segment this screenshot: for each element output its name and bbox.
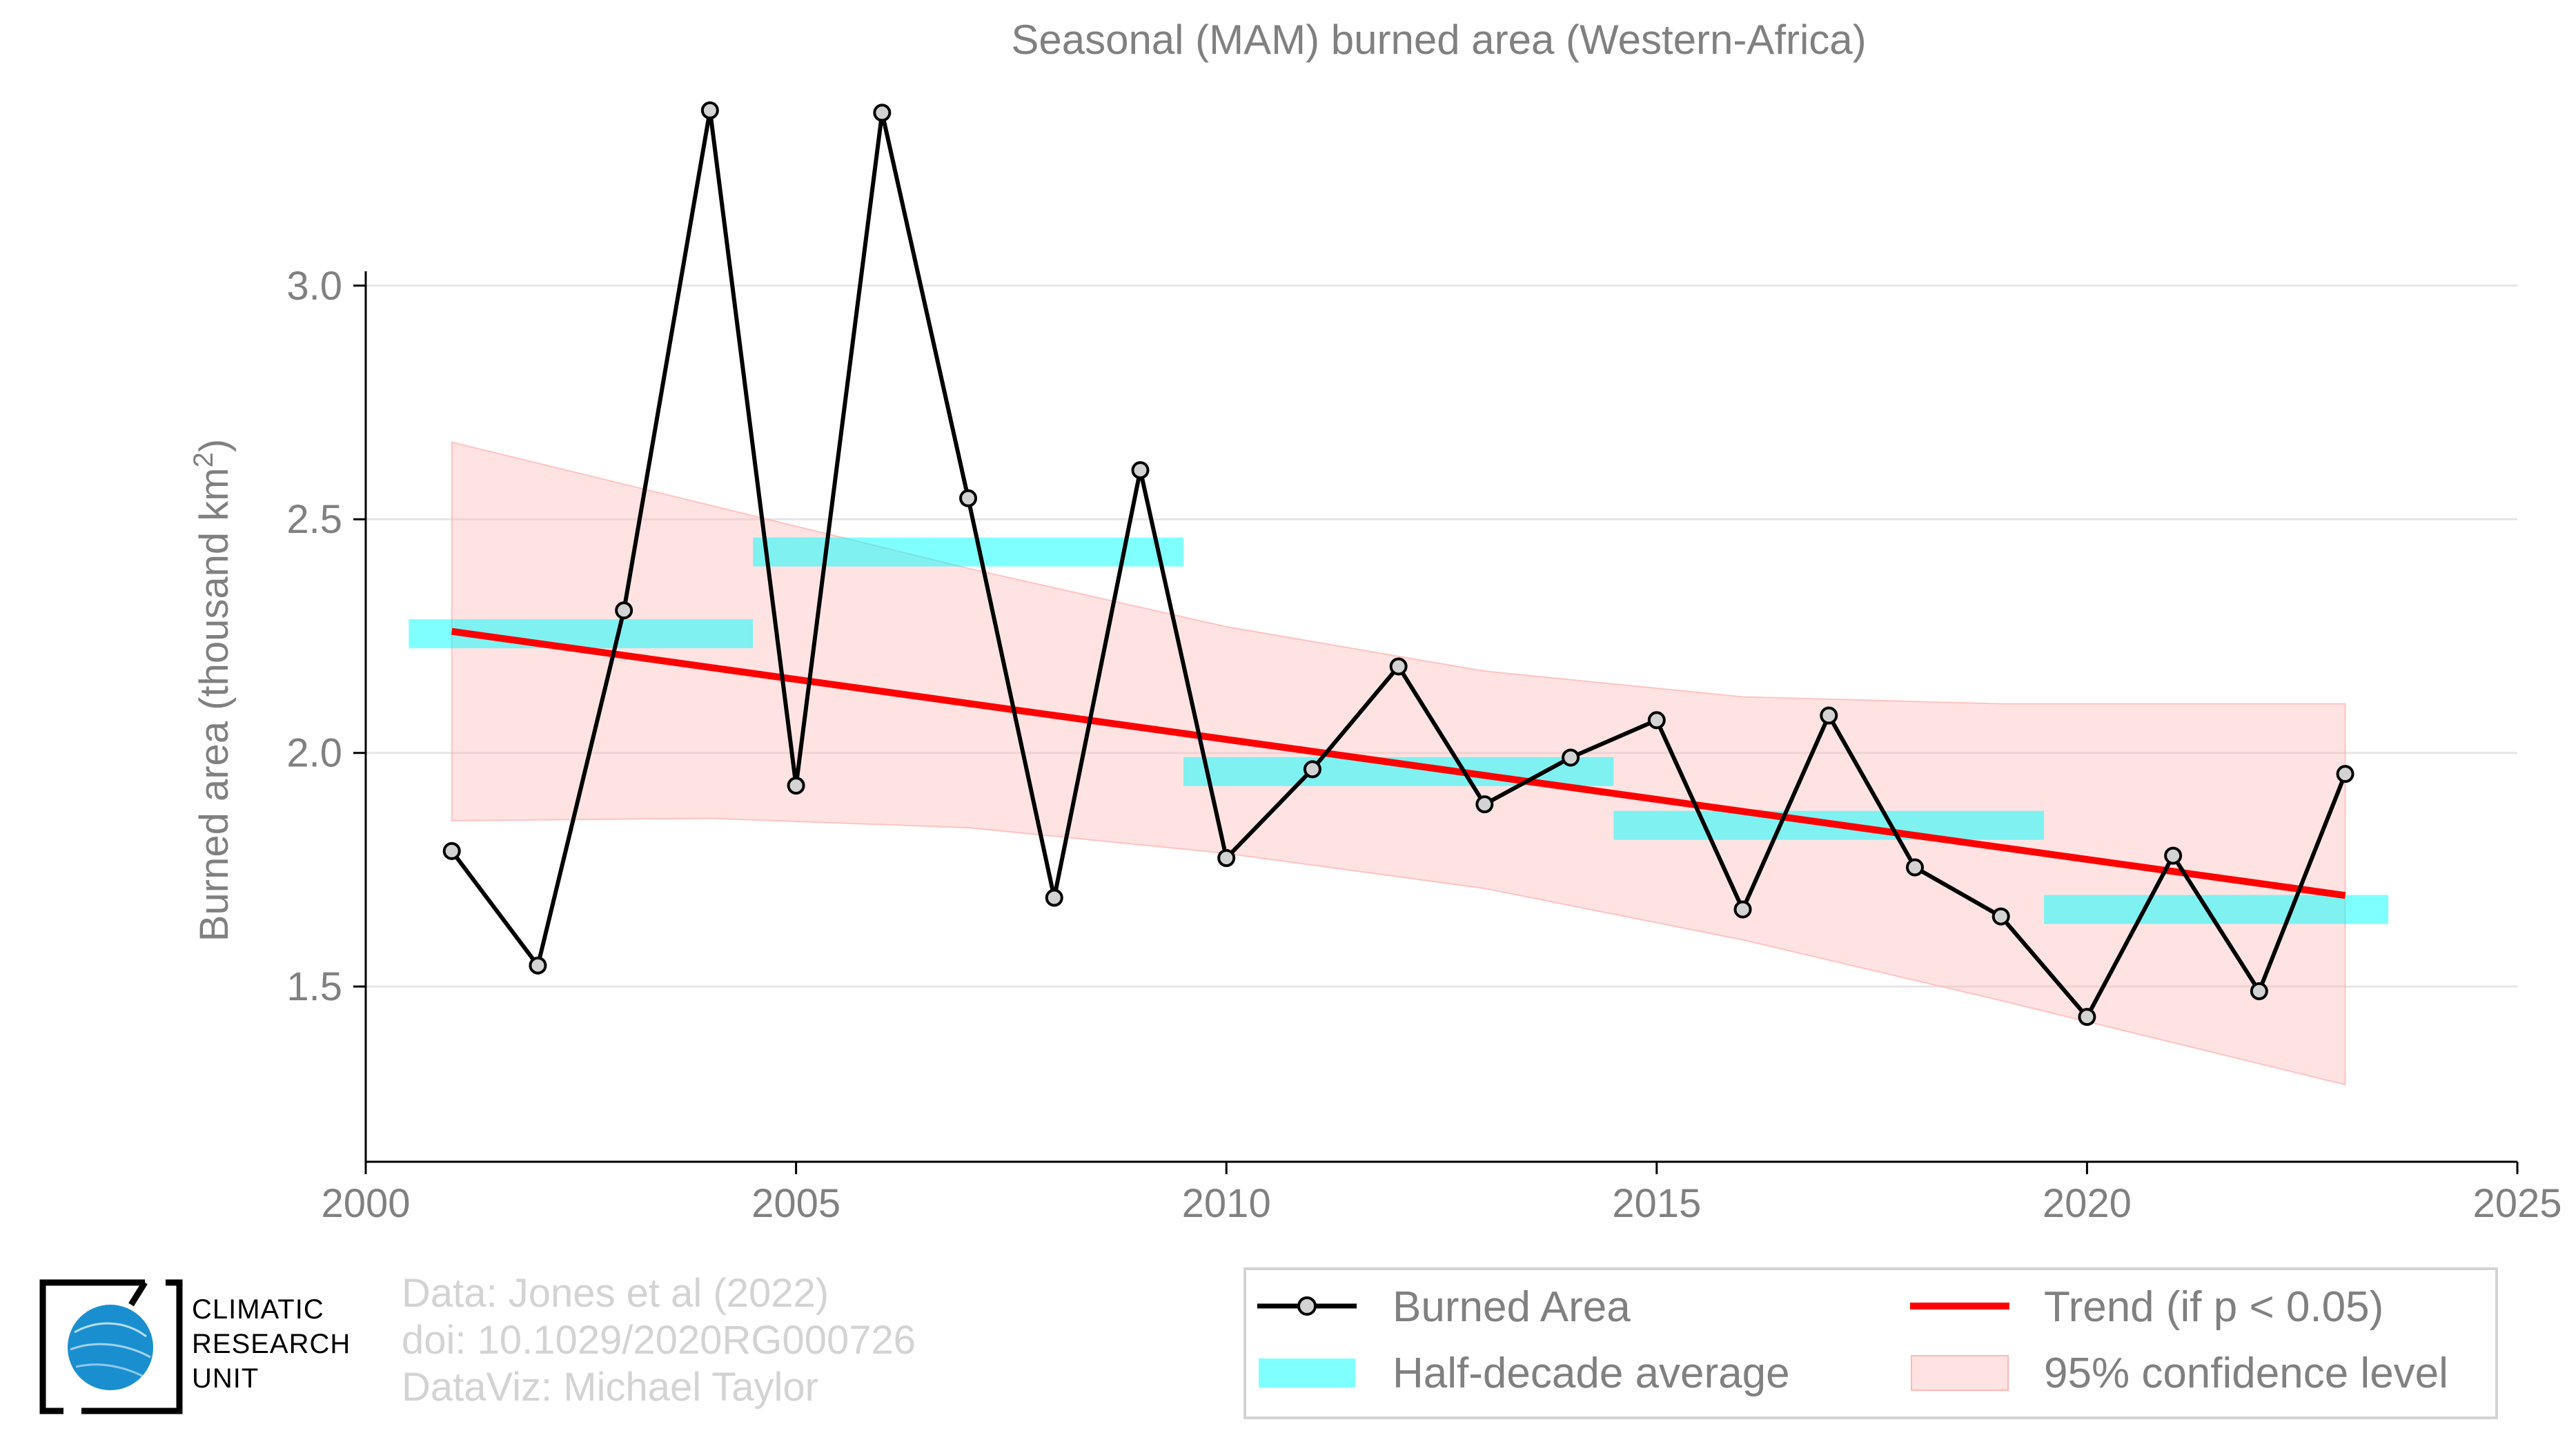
legend: Burned Area Half-decade average Trend (i… [1243, 1267, 2498, 1419]
credit-doi: doi: 10.1029/2020RG000726 [402, 1318, 916, 1363]
burned-area-point [1303, 760, 1321, 779]
burned-area-point [1647, 711, 1666, 730]
x-tick-label: 2000 [321, 1181, 410, 1226]
burned-area-point [1820, 706, 1838, 725]
globe-icon [68, 1305, 153, 1390]
burned-area-point [1733, 900, 1752, 919]
chart-title: Seasonal (MAM) burned area (Western-Afri… [1011, 17, 1866, 63]
burned-area-point [2336, 765, 2354, 783]
burned-area-point [1905, 858, 1924, 877]
x-tick-label: 2010 [1182, 1181, 1271, 1226]
burned-area-point [2164, 846, 2183, 865]
globe-swirl-1 [74, 1322, 147, 1338]
burned-area-point [442, 841, 461, 860]
burned-area-series [442, 101, 2354, 1026]
burned-area-point [1389, 657, 1408, 676]
globe-swirl-2 [70, 1343, 151, 1359]
burned-area-point [529, 956, 547, 975]
credit-data-source: Data: Jones et al (2022) [402, 1271, 829, 1316]
burned-area-point [1562, 748, 1580, 767]
legend-burned-area-marker [1297, 1296, 1317, 1316]
cru-logo-slash [128, 1280, 148, 1307]
x-tick-label: 2015 [1612, 1181, 1701, 1226]
y-tick-label: 2.5 [286, 497, 342, 542]
cru-logo [39, 1279, 183, 1414]
credit-dataviz: DataViz: Michael Taylor [402, 1365, 818, 1410]
x-tick-label: 2020 [2043, 1181, 2132, 1226]
legend-confidence-swatch [1911, 1355, 2009, 1391]
burned-area-point [1131, 461, 1150, 480]
burned-area-point [1475, 795, 1494, 814]
globe-swirl-3 [75, 1363, 144, 1378]
burned-area-point [2078, 1008, 2096, 1026]
trend-line-segment [451, 627, 2346, 899]
burned-area-point [1045, 888, 1063, 907]
cru-logo-line-1: CLIMATIC [192, 1294, 324, 1325]
trend-line [451, 627, 2346, 899]
y-tick-label: 1.5 [286, 964, 342, 1009]
legend-burned-area-label: Burned Area [1393, 1283, 1631, 1331]
cru-logo-line-3: UNIT [192, 1363, 259, 1394]
legend-half-decade-label: Half-decade average [1393, 1350, 1790, 1397]
data-credits: Data: Jones et al (2022) doi: 10.1029/20… [402, 1270, 916, 1411]
axes [353, 271, 2519, 1174]
x-tick-label: 2025 [2472, 1181, 2562, 1226]
burned-area-point [615, 601, 633, 620]
burned-area-point [873, 104, 892, 122]
legend-trend-label: Trend (if p < 0.05) [2044, 1283, 2383, 1331]
burned-area-point [959, 489, 978, 507]
y-axis-label: Burned area (thousand km2) [188, 439, 237, 942]
burned-area-point [1217, 849, 1236, 867]
cru-logo-text: CLIMATIC RESEARCH UNIT [192, 1292, 351, 1396]
y-tick-label: 3.0 [286, 264, 342, 309]
burned-area-point [1992, 907, 2010, 926]
burned-area-point [2250, 982, 2268, 1000]
tick-labels: 1.5 2.0 2.5 3.0 2000 2005 2010 2015 2020 2025 [286, 264, 2562, 1226]
burned-area-point [787, 777, 805, 795]
grid-lines [366, 284, 2517, 988]
legend-frame [1243, 1267, 2498, 1419]
x-tick-label: 2005 [751, 1181, 840, 1226]
legend-confidence-label: 95% confidence level [2044, 1350, 2448, 1397]
burned-area-point [700, 101, 719, 119]
cru-logo-line-2: RESEARCH [192, 1329, 351, 1359]
cru-logo-bracket-left [39, 1279, 145, 1414]
legend-half-decade-swatch [1259, 1359, 1355, 1387]
y-tick-label: 2.0 [286, 731, 342, 776]
cru-logo-bracket-right [81, 1279, 183, 1414]
